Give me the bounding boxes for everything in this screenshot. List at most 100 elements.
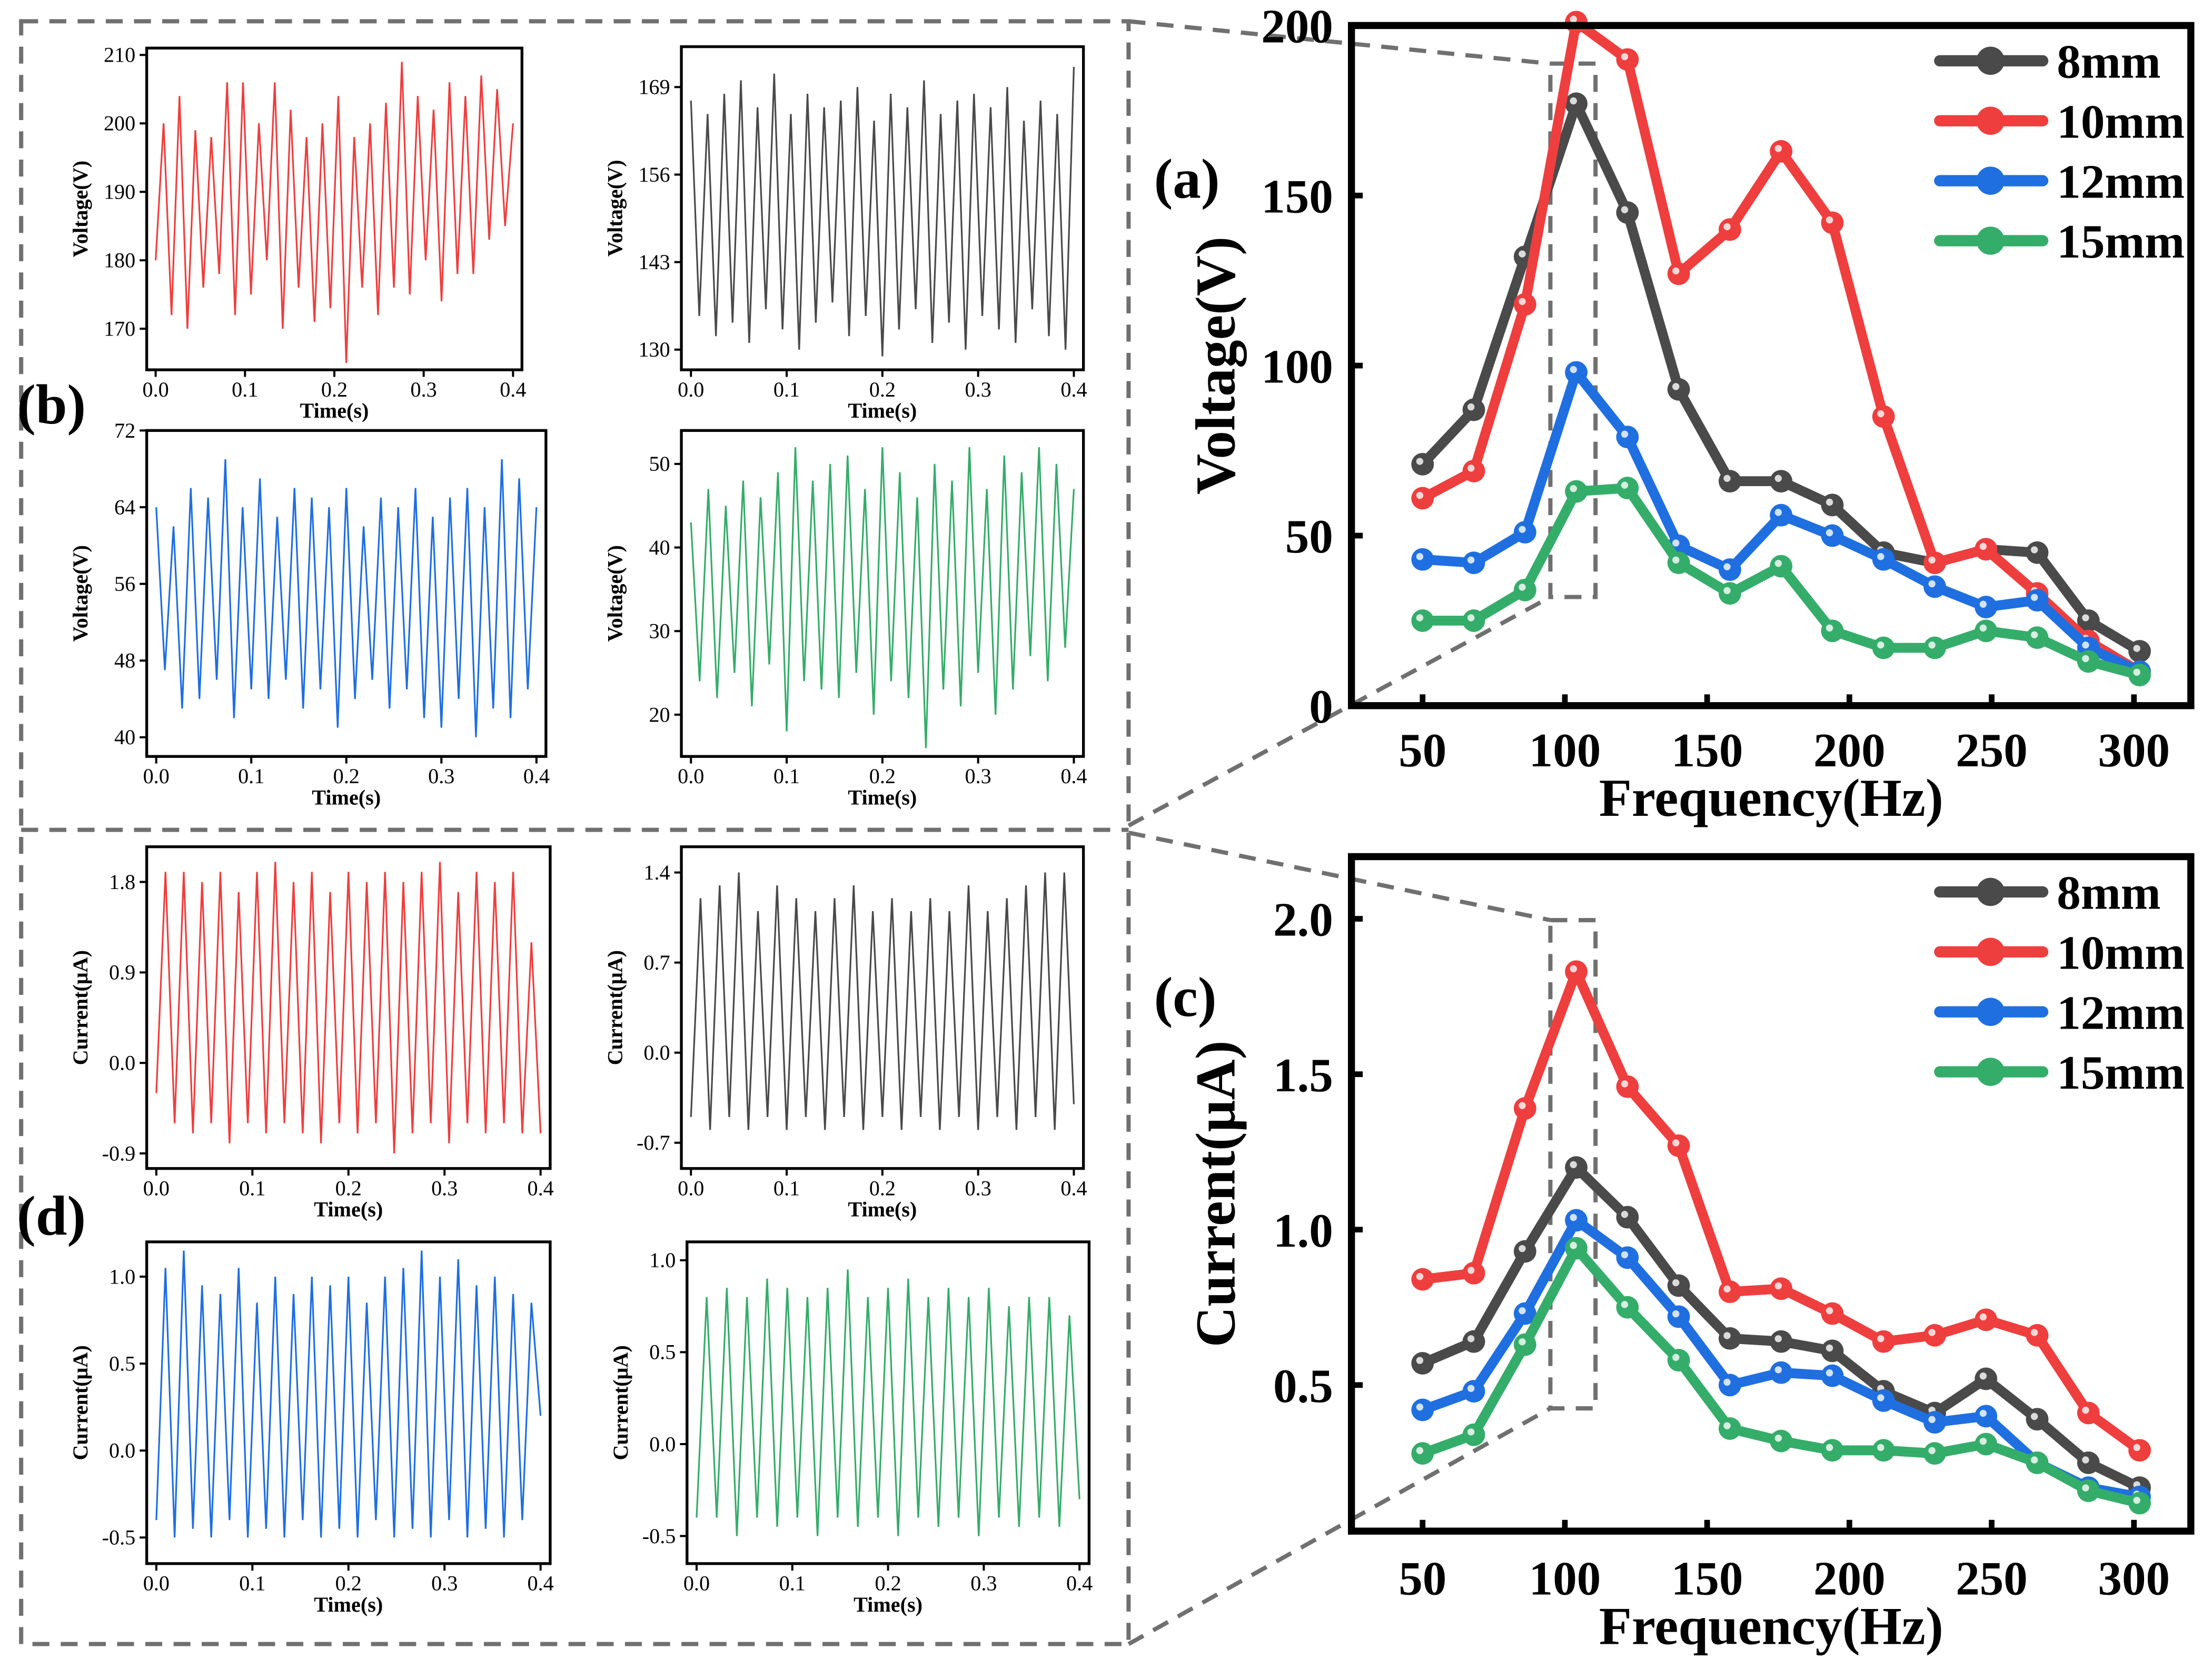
data-point-highlight	[1621, 1080, 1629, 1088]
y-tick-label: 1.0	[1273, 1204, 1333, 1257]
data-point-highlight	[1621, 1251, 1629, 1259]
x-axis-label: Frequency(Hz)	[1599, 768, 1943, 828]
data-point-8mm	[1667, 378, 1690, 401]
data-point-10mm	[1872, 405, 1895, 428]
x-axis-label: Time(s)	[848, 1198, 917, 1221]
x-tick-label: 0.1	[239, 1177, 265, 1200]
data-point-highlight	[1621, 430, 1629, 438]
data-point-highlight	[1467, 1385, 1475, 1392]
data-point-highlight	[2030, 631, 2038, 639]
data-point-highlight	[1979, 624, 1987, 632]
data-point-12mm	[1872, 548, 1895, 571]
data-point-8mm	[1565, 1156, 1588, 1179]
data-point-highlight	[1416, 458, 1424, 465]
data-point-highlight	[1774, 1434, 1782, 1442]
y-tick-label: 50	[649, 452, 670, 476]
data-point-highlight	[1519, 1307, 1526, 1315]
x-tick-label: 250	[1956, 724, 2028, 777]
x-tick-label: 0.2	[335, 1177, 362, 1200]
data-point-12mm	[1411, 1398, 1434, 1422]
data-point-10mm	[1513, 293, 1536, 316]
data-point-10mm	[1718, 218, 1741, 241]
data-point-highlight	[1519, 250, 1526, 258]
signal-trace	[690, 872, 1075, 1130]
x-tick-label: 150	[1671, 724, 1743, 777]
x-tick-label: 0.4	[528, 1572, 554, 1595]
y-axis-label: Voltage(V)	[603, 160, 627, 257]
data-point-15mm	[2077, 1479, 2100, 1502]
data-point-highlight	[1467, 1335, 1475, 1343]
data-point-highlight	[2133, 645, 2140, 652]
data-point-12mm	[1821, 1364, 1844, 1387]
data-point-highlight	[2030, 1329, 2038, 1336]
x-tick-label: 0.3	[431, 1572, 458, 1595]
data-point-highlight	[1979, 542, 1987, 550]
data-point-8mm	[2077, 1451, 2100, 1474]
data-point-8mm	[1770, 470, 1793, 493]
y-tick-label: 0.5	[109, 1351, 135, 1375]
data-point-highlight	[1826, 624, 1833, 632]
data-point-10mm	[1718, 1280, 1741, 1304]
data-point-10mm	[1975, 1308, 1998, 1331]
data-point-8mm	[1821, 493, 1844, 517]
data-point-highlight	[1416, 1447, 1424, 1454]
x-axis-label: Time(s)	[314, 1198, 383, 1221]
data-point-highlight	[1570, 1161, 1577, 1168]
data-point-highlight	[1416, 491, 1424, 499]
x-tick-label: 0.0	[683, 1572, 710, 1595]
data-point-highlight	[1826, 1369, 1833, 1377]
x-tick-label: 0.2	[335, 1572, 362, 1595]
panel-label-d: (d)	[17, 1186, 86, 1248]
y-tick-label: 0.7	[643, 951, 670, 974]
y-tick-label: 1.0	[109, 1265, 135, 1288]
data-point-12mm	[2026, 589, 2049, 612]
data-point-highlight	[1877, 1335, 1884, 1343]
data-point-10mm	[1513, 1097, 1536, 1120]
data-point-15mm	[1616, 477, 1639, 500]
data-point-15mm	[1565, 480, 1588, 503]
data-point-10mm	[1770, 140, 1793, 163]
legend-marker-12mm	[1976, 166, 2005, 195]
y-tick-label: 150	[1261, 170, 1333, 223]
data-point-highlight	[1519, 1338, 1526, 1346]
signal-trace	[155, 1250, 542, 1538]
y-axis-label: Current(μA)	[68, 950, 92, 1065]
x-tick-label: 0.3	[965, 378, 991, 401]
legend-label-8mm: 8mm	[2057, 866, 2160, 920]
x-tick-label: 0.2	[333, 764, 360, 788]
data-point-15mm	[1923, 1442, 1946, 1465]
chart-d1: 0.0 0.1 0.2 0.3 0.4 -0.9 0.0 0.9 1.8 Time(s) Curre…	[68, 845, 554, 1221]
data-point-highlight	[1416, 553, 1424, 560]
x-tick-label: 0.2	[875, 1572, 901, 1595]
data-point-highlight	[2082, 1484, 2089, 1492]
x-tick-label: 0.1	[238, 764, 264, 788]
data-point-8mm	[1770, 1330, 1793, 1353]
data-point-15mm	[1565, 1237, 1588, 1260]
x-tick-label: 50	[1398, 724, 1446, 777]
y-tick-label: 0.5	[1273, 1359, 1333, 1413]
data-point-15mm	[1667, 551, 1690, 575]
x-tick-label: 0.1	[779, 1572, 806, 1595]
chart-b4: 0.0 0.1 0.2 0.3 0.4 20 30 40 50 Time(s) Voltage(V)	[603, 429, 1087, 809]
data-point-highlight	[2133, 1496, 2140, 1504]
data-point-12mm	[1616, 426, 1639, 449]
data-point-highlight	[1723, 1332, 1731, 1339]
data-point-highlight	[1979, 1372, 1987, 1380]
data-point-12mm	[1565, 361, 1588, 384]
data-point-8mm	[2128, 640, 2151, 663]
x-tick-label: 0.2	[869, 1177, 896, 1200]
legend-label-8mm: 8mm	[2057, 35, 2160, 88]
x-tick-label: 0.4	[528, 1177, 554, 1200]
y-tick-label: 143	[638, 250, 670, 274]
data-point-highlight	[1672, 1354, 1680, 1361]
data-point-15mm	[1770, 555, 1793, 578]
data-point-highlight	[1826, 529, 1833, 537]
panel-label-a: (a)	[1154, 148, 1220, 210]
data-point-15mm	[2077, 650, 2100, 673]
x-tick-label: 150	[1671, 1552, 1743, 1605]
data-point-12mm	[1462, 1380, 1485, 1403]
data-point-highlight	[1979, 600, 1987, 608]
data-point-highlight	[1570, 485, 1577, 492]
zoom-connector-line	[1127, 595, 1552, 828]
data-point-8mm	[2026, 1408, 2049, 1431]
